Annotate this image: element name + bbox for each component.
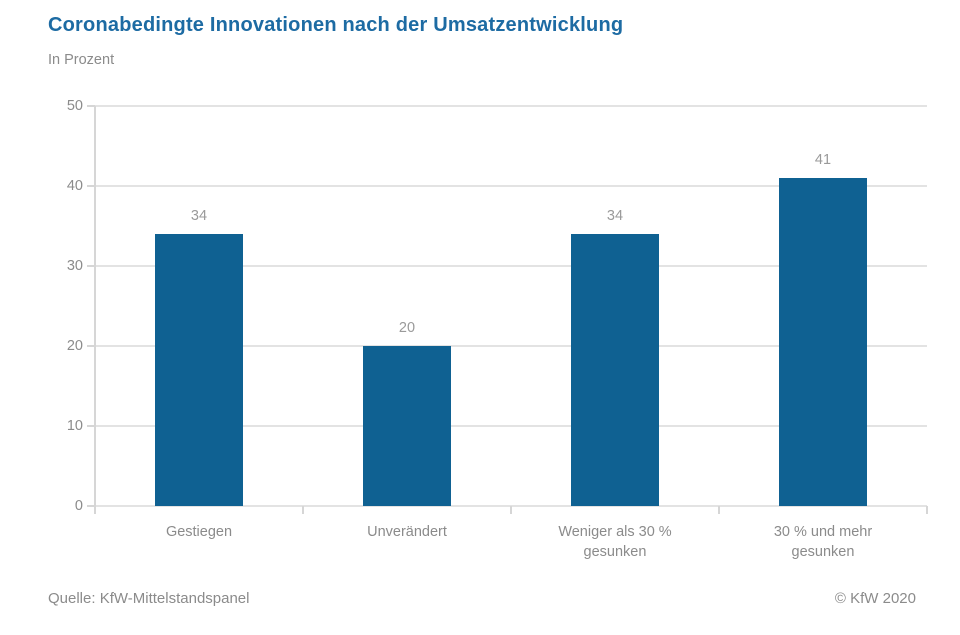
- source-note: Quelle: KfW-Mittelstandspanel: [48, 590, 250, 607]
- x-axis-tick: [718, 506, 720, 514]
- bar-value-label: 34: [606, 208, 624, 224]
- gridline: [95, 345, 927, 347]
- x-axis-category-label: Unverändert: [367, 524, 447, 540]
- bar-value-label: 41: [814, 152, 832, 168]
- gridline: [95, 265, 927, 267]
- chart-title: Coronabedingte Innovationen nach der Ums…: [48, 14, 624, 36]
- x-axis-tick: [94, 506, 96, 514]
- bar: [363, 346, 451, 506]
- gridline: [95, 185, 927, 187]
- y-axis-tick: [87, 105, 95, 107]
- copyright-note: © KfW 2020: [834, 590, 916, 607]
- x-axis-category-label: Weniger als 30 % gesunken: [558, 524, 672, 560]
- y-axis-tick-label: 50: [66, 98, 83, 114]
- bar-value-label: 34: [190, 208, 208, 224]
- bar-value-label: 20: [398, 320, 416, 336]
- y-axis-tick-label: 40: [66, 178, 83, 194]
- gridline: [95, 425, 927, 427]
- bar: [571, 234, 659, 506]
- y-axis-tick: [87, 505, 95, 507]
- y-axis-tick: [87, 265, 95, 267]
- y-axis-tick-label: 30: [66, 258, 83, 274]
- bar: [155, 234, 243, 506]
- y-axis-tick-label: 20: [66, 338, 83, 354]
- y-axis-tick: [87, 345, 95, 347]
- y-axis-tick-label: 0: [74, 498, 83, 514]
- x-axis-category-label: 30 % und mehr gesunken: [773, 524, 873, 560]
- x-axis-category-label: Gestiegen: [165, 524, 233, 540]
- y-axis-tick: [87, 425, 95, 427]
- bar: [779, 178, 867, 506]
- gridline: [95, 105, 927, 107]
- x-axis-tick: [510, 506, 512, 514]
- y-axis-line: [94, 106, 96, 506]
- y-axis-tick-label: 10: [66, 418, 83, 434]
- x-axis-tick: [302, 506, 304, 514]
- chart-subtitle: In Prozent: [48, 52, 115, 68]
- y-axis-tick: [87, 185, 95, 187]
- x-axis-tick: [926, 506, 928, 514]
